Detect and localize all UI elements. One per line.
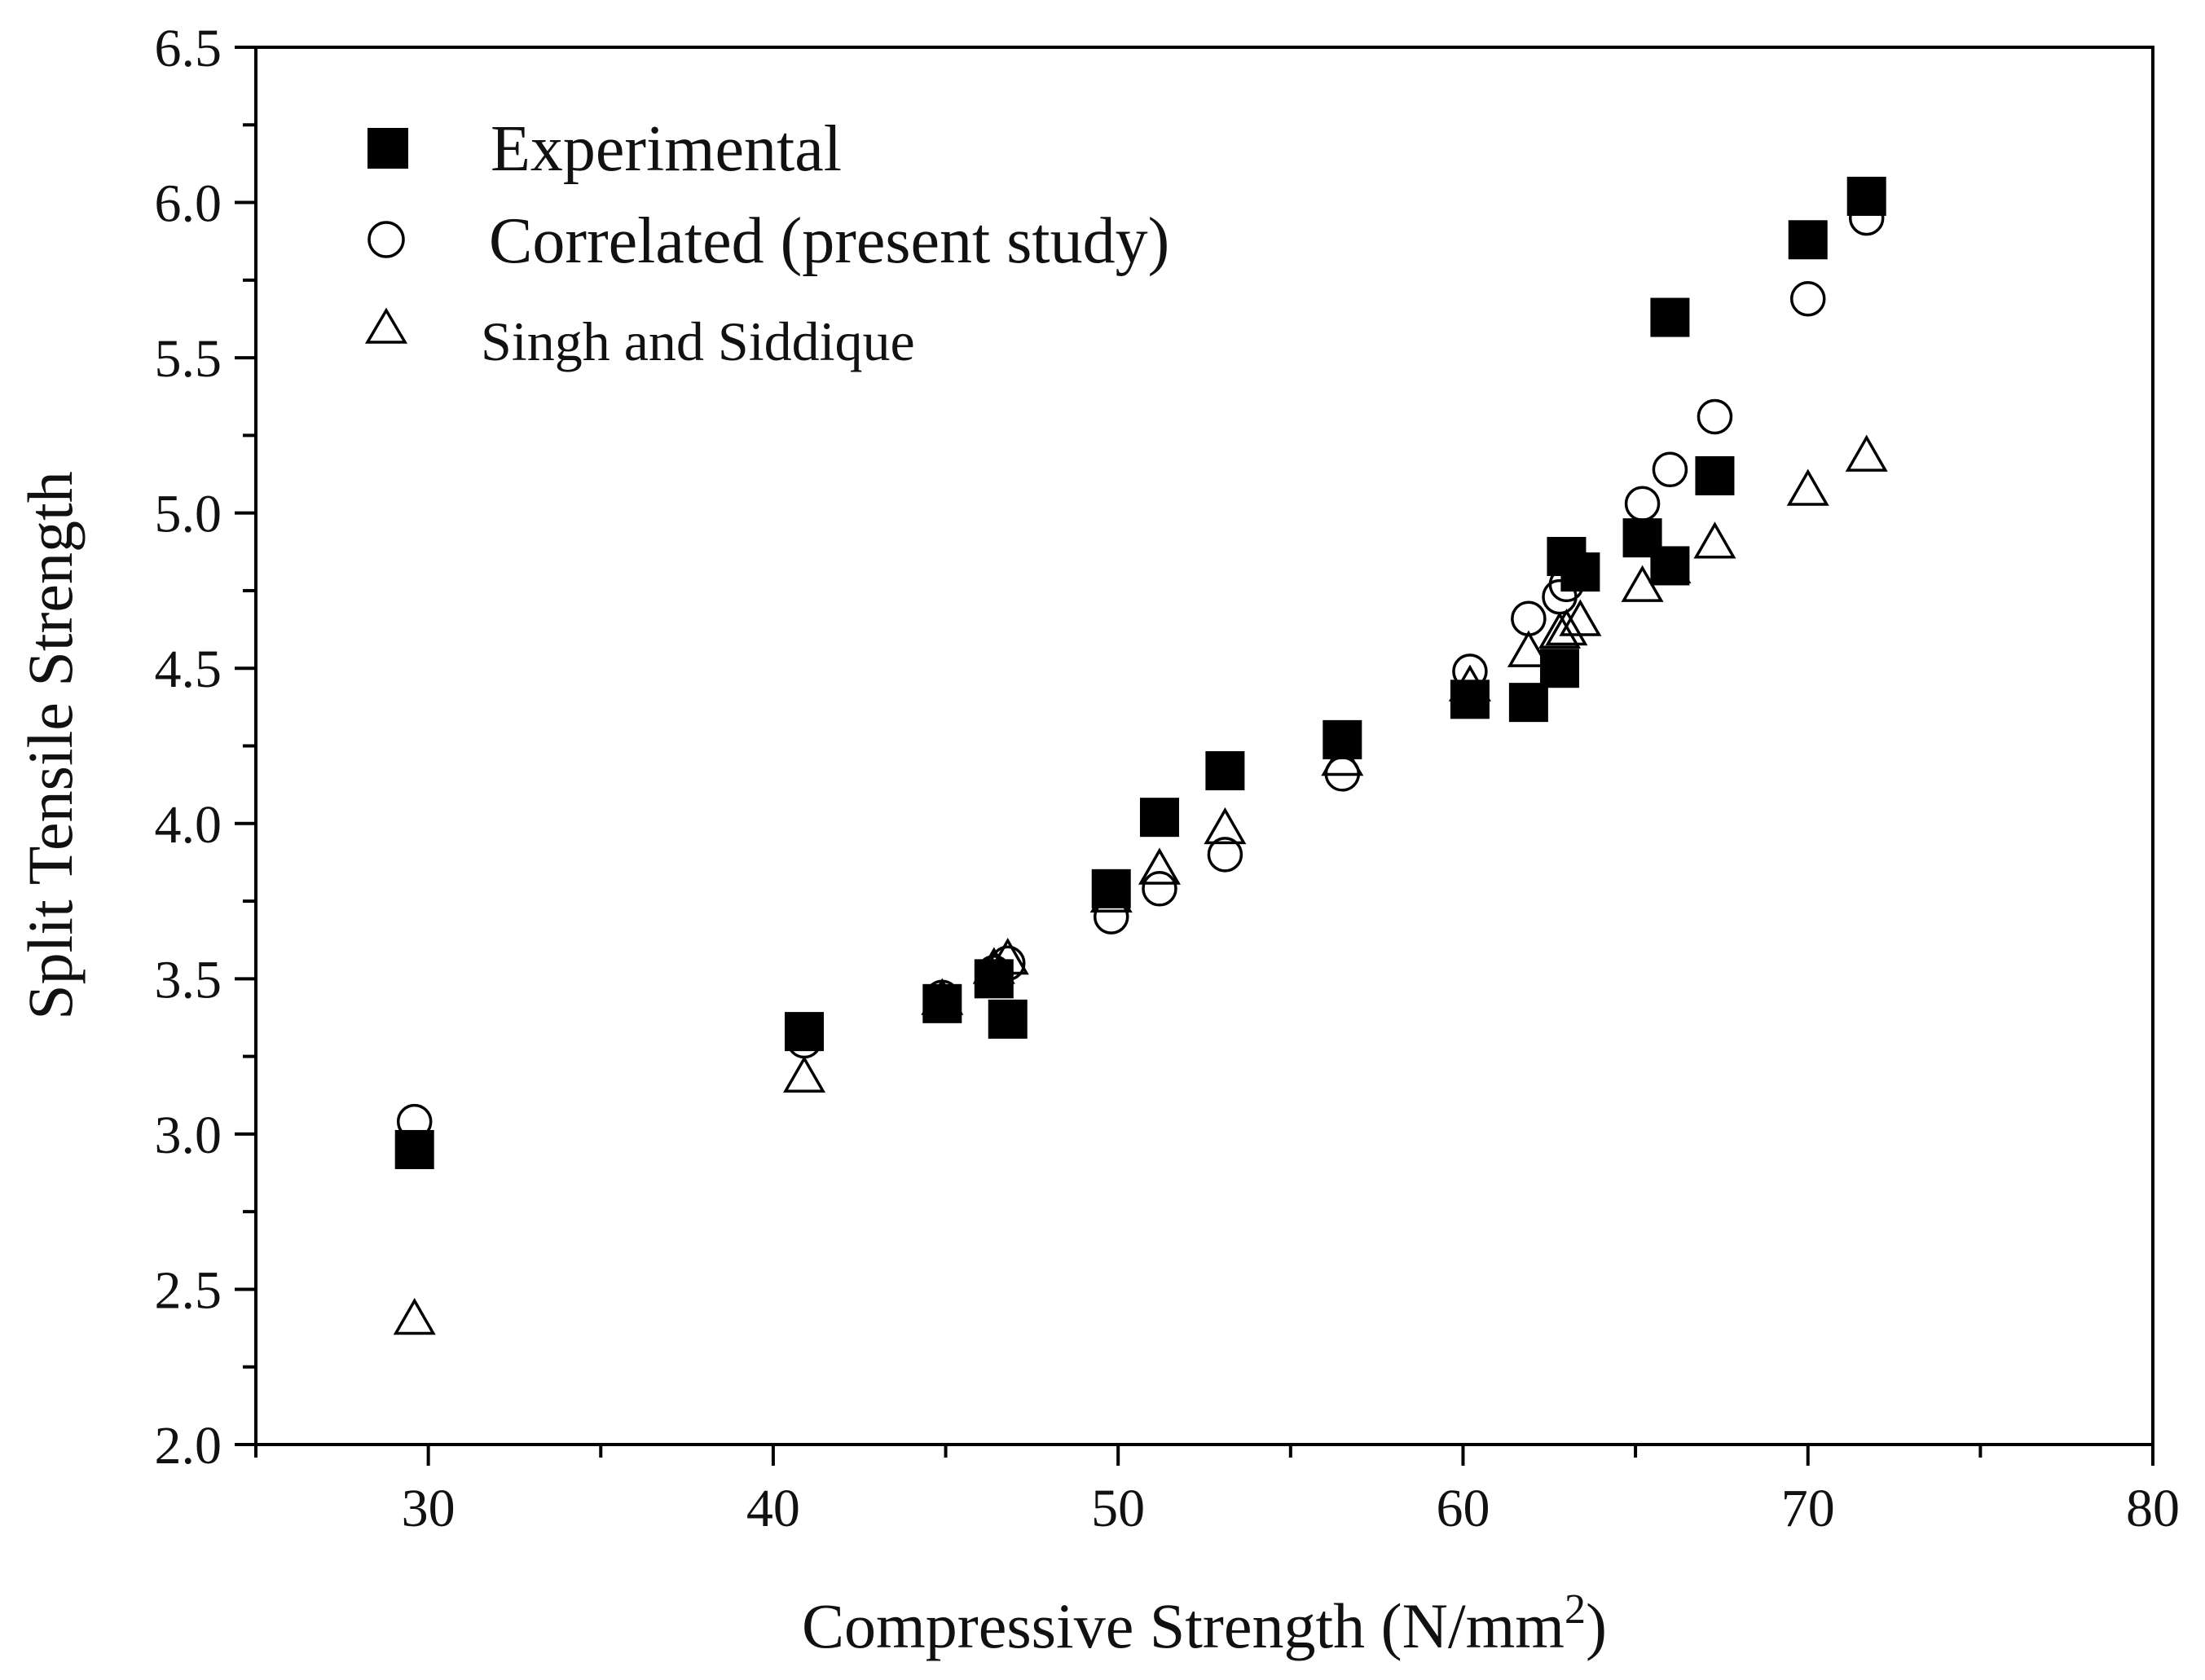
point-experimental bbox=[1139, 798, 1179, 838]
legend-marker-correlated bbox=[368, 221, 405, 258]
point-experimental bbox=[1323, 719, 1362, 759]
x-tick-label: 80 bbox=[2126, 1479, 2180, 1538]
legend-label-experimental: Experimental bbox=[491, 113, 842, 185]
x-tick-label: 30 bbox=[402, 1479, 456, 1538]
point-experimental bbox=[1205, 750, 1245, 790]
point-experimental bbox=[1846, 176, 1886, 216]
point-experimental bbox=[1450, 679, 1490, 719]
y-tick-label: 2.5 bbox=[155, 1260, 222, 1320]
legend-marker-experimental bbox=[368, 128, 408, 169]
point-correlated bbox=[1142, 871, 1177, 907]
point-singh-siddique bbox=[1693, 521, 1736, 559]
y-tick-label: 4.5 bbox=[155, 640, 222, 699]
point-correlated bbox=[1652, 451, 1688, 488]
x-axis-ticks: 30 40 50 60 70 80 bbox=[254, 1445, 2180, 1538]
point-singh-siddique bbox=[1786, 468, 1829, 506]
point-experimental bbox=[1788, 220, 1828, 260]
point-correlated bbox=[1207, 837, 1243, 873]
y-tick-label: 3.0 bbox=[155, 1106, 222, 1165]
x-tick-label: 70 bbox=[1781, 1479, 1835, 1538]
point-correlated bbox=[1789, 280, 1826, 317]
point-experimental bbox=[1560, 552, 1600, 592]
y-tick-label: 4.0 bbox=[155, 795, 222, 855]
point-experimental bbox=[1695, 455, 1735, 495]
point-singh-siddique bbox=[1204, 807, 1247, 845]
x-tick-label: 40 bbox=[746, 1479, 800, 1538]
point-experimental bbox=[1650, 546, 1690, 586]
legend-label-singh-siddique: Singh and Siddique bbox=[481, 310, 915, 372]
point-experimental bbox=[394, 1129, 434, 1169]
point-experimental bbox=[1650, 297, 1690, 337]
y-tick-label: 2.0 bbox=[155, 1416, 222, 1475]
point-experimental bbox=[1091, 869, 1131, 908]
y-axis-title: Split Tensile Strength bbox=[15, 471, 86, 1019]
point-singh-siddique bbox=[1538, 611, 1581, 649]
point-experimental bbox=[988, 999, 1028, 1039]
point-singh-siddique bbox=[1507, 630, 1550, 667]
point-correlated bbox=[1624, 486, 1661, 521]
point-singh-siddique bbox=[393, 1298, 436, 1335]
y-axis-ticks: 2.0 2.5 3.0 3.5 4.0 4.5 5.0 5.5 6.0 6.5 bbox=[155, 19, 256, 1475]
point-singh-siddique bbox=[1845, 434, 1888, 472]
x-axis-title: Compressive Strength (N/mm2) bbox=[802, 1586, 1607, 1661]
point-experimental bbox=[785, 1012, 825, 1052]
legend-label-correlated: Correlated (present study) bbox=[489, 205, 1169, 277]
y-tick-label: 3.5 bbox=[155, 950, 222, 1009]
point-experimental bbox=[922, 983, 962, 1023]
y-tick-label: 6.0 bbox=[155, 174, 222, 234]
point-correlated bbox=[1697, 398, 1733, 435]
legend-marker-singh-siddique bbox=[364, 307, 408, 344]
y-tick-label: 5.0 bbox=[155, 485, 222, 544]
y-tick-label: 6.5 bbox=[155, 19, 222, 78]
data-points bbox=[393, 176, 1888, 1335]
point-singh-siddique bbox=[1138, 847, 1181, 885]
point-experimental bbox=[1539, 649, 1579, 688]
x-tick-label: 50 bbox=[1091, 1479, 1145, 1538]
legend: Experimental Correlated (present study) … bbox=[364, 113, 1169, 372]
point-experimental bbox=[1508, 683, 1548, 723]
point-singh-siddique bbox=[1545, 608, 1588, 646]
point-singh-siddique bbox=[782, 1055, 826, 1093]
y-tick-label: 5.5 bbox=[155, 329, 222, 389]
point-experimental bbox=[974, 959, 1014, 999]
x-tick-label: 60 bbox=[1436, 1479, 1490, 1538]
point-singh-siddique bbox=[1559, 599, 1602, 636]
point-correlated bbox=[1511, 600, 1547, 636]
